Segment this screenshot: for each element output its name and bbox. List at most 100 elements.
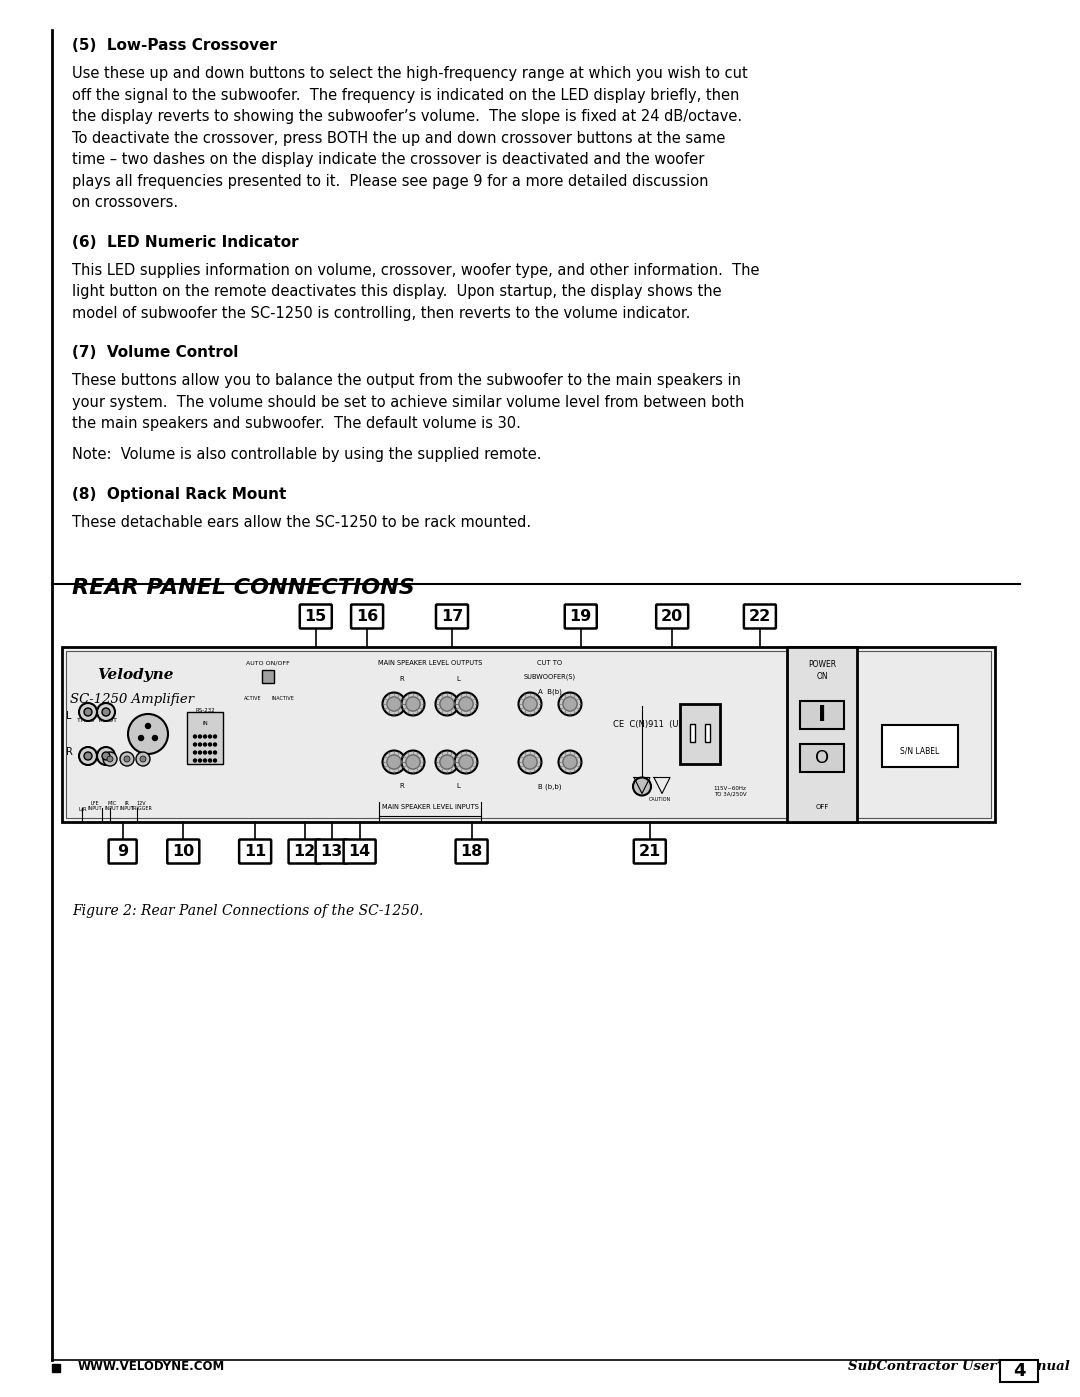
Circle shape <box>563 754 577 770</box>
Text: +: + <box>462 707 470 717</box>
Text: O: O <box>815 749 829 767</box>
Text: L/R: L/R <box>79 806 87 812</box>
Text: R: R <box>66 747 72 757</box>
Text: MAIN SPEAKER LEVEL INPUTS: MAIN SPEAKER LEVEL INPUTS <box>381 803 478 809</box>
Text: 4: 4 <box>1013 1362 1025 1380</box>
FancyBboxPatch shape <box>239 840 271 863</box>
Circle shape <box>193 743 197 746</box>
Circle shape <box>129 714 168 754</box>
Circle shape <box>455 693 477 715</box>
Circle shape <box>558 750 581 774</box>
Bar <box>680 704 720 764</box>
Circle shape <box>402 693 424 715</box>
FancyBboxPatch shape <box>634 840 665 863</box>
Text: light button on the remote deactivates this display.  Upon startup, the display : light button on the remote deactivates t… <box>72 284 721 299</box>
Text: Use these up and down buttons to select the high-frequency range at which you wi: Use these up and down buttons to select … <box>72 66 747 81</box>
Circle shape <box>214 735 216 738</box>
Circle shape <box>107 756 113 761</box>
Text: AUTO ON/OFF: AUTO ON/OFF <box>246 661 289 665</box>
FancyBboxPatch shape <box>288 840 321 863</box>
Text: THRU  INPUT: THRU INPUT <box>77 718 117 724</box>
Text: plays all frequencies presented to it.  Please see page 9 for a more detailed di: plays all frequencies presented to it. P… <box>72 173 708 189</box>
Text: 19: 19 <box>569 609 592 624</box>
Bar <box>800 701 843 729</box>
FancyBboxPatch shape <box>351 605 383 629</box>
Text: 21: 21 <box>638 844 661 859</box>
Text: off the signal to the subwoofer.  The frequency is indicated on the LED display : off the signal to the subwoofer. The fre… <box>72 88 740 102</box>
Text: CAUTION: CAUTION <box>649 798 671 802</box>
Circle shape <box>146 724 150 728</box>
Circle shape <box>382 750 405 774</box>
Text: IN: IN <box>202 721 207 726</box>
Circle shape <box>440 754 454 770</box>
Bar <box>1000 1361 1038 1382</box>
Circle shape <box>406 754 420 770</box>
FancyBboxPatch shape <box>565 605 597 629</box>
Circle shape <box>214 743 216 746</box>
Circle shape <box>120 752 134 766</box>
Text: B (b,b): B (b,b) <box>538 784 562 789</box>
Text: 18: 18 <box>460 844 483 859</box>
Circle shape <box>208 743 212 746</box>
Circle shape <box>102 708 110 717</box>
Text: LFE
INPUT: LFE INPUT <box>87 800 103 812</box>
Circle shape <box>214 759 216 761</box>
Bar <box>882 725 958 767</box>
Circle shape <box>97 747 114 766</box>
Bar <box>187 711 222 764</box>
Text: MIC
INPUT: MIC INPUT <box>105 800 119 812</box>
Text: IR
INPUT: IR INPUT <box>120 800 134 812</box>
Circle shape <box>199 735 202 738</box>
Circle shape <box>214 752 216 754</box>
Circle shape <box>199 752 202 754</box>
Text: model of subwoofer the SC-1250 is controlling, then reverts to the volume indica: model of subwoofer the SC-1250 is contro… <box>72 306 690 320</box>
Text: +: + <box>390 707 399 717</box>
Text: 11: 11 <box>244 844 267 859</box>
Text: A  B(b): A B(b) <box>538 689 562 694</box>
Circle shape <box>208 752 212 754</box>
Circle shape <box>523 754 537 770</box>
Text: your system.  The volume should be set to achieve similar volume level from betw: your system. The volume should be set to… <box>72 394 744 409</box>
Circle shape <box>124 756 130 761</box>
Circle shape <box>152 735 158 740</box>
Circle shape <box>518 750 541 774</box>
FancyBboxPatch shape <box>343 840 376 863</box>
Text: R: R <box>400 676 404 683</box>
Text: time – two dashes on the display indicate the crossover is deactivated and the w: time – two dashes on the display indicat… <box>72 152 704 168</box>
Text: OFF: OFF <box>815 803 828 809</box>
Circle shape <box>523 697 537 711</box>
Text: (7)  Volume Control: (7) Volume Control <box>72 345 239 360</box>
Text: (5)  Low-Pass Crossover: (5) Low-Pass Crossover <box>72 38 276 53</box>
Circle shape <box>402 750 424 774</box>
Text: the main speakers and subwoofer.  The default volume is 30.: the main speakers and subwoofer. The def… <box>72 416 521 432</box>
Circle shape <box>97 703 114 721</box>
Text: SubContractor User’s Manual: SubContractor User’s Manual <box>848 1359 1070 1372</box>
Text: 16: 16 <box>356 609 378 624</box>
Bar <box>262 669 274 683</box>
Text: POWER: POWER <box>808 661 836 669</box>
Text: 13: 13 <box>321 844 342 859</box>
Circle shape <box>440 697 454 711</box>
Circle shape <box>208 759 212 761</box>
Text: -: - <box>568 707 571 717</box>
Circle shape <box>387 697 401 711</box>
Bar <box>66 651 991 817</box>
Text: L: L <box>66 711 71 721</box>
Text: These detachable ears allow the SC-1250 to be rack mounted.: These detachable ears allow the SC-1250 … <box>72 515 531 529</box>
FancyBboxPatch shape <box>109 840 137 863</box>
Circle shape <box>199 759 202 761</box>
Text: WWW.VELODYNE.COM: WWW.VELODYNE.COM <box>78 1359 226 1372</box>
Text: 12V
TRIGGER: 12V TRIGGER <box>130 800 152 812</box>
Text: S/N LABEL: S/N LABEL <box>901 746 940 754</box>
Circle shape <box>102 752 110 760</box>
Circle shape <box>203 752 206 754</box>
Circle shape <box>79 703 97 721</box>
Text: To deactivate the crossover, press BOTH the up and down crossover buttons at the: To deactivate the crossover, press BOTH … <box>72 130 726 145</box>
Text: -: - <box>445 707 449 717</box>
Circle shape <box>563 697 577 711</box>
Text: 115V~60Hz
TO 3A/250V: 115V~60Hz TO 3A/250V <box>714 787 746 796</box>
FancyBboxPatch shape <box>456 840 487 863</box>
FancyBboxPatch shape <box>657 605 688 629</box>
Bar <box>787 647 858 821</box>
Text: R: R <box>400 784 404 789</box>
